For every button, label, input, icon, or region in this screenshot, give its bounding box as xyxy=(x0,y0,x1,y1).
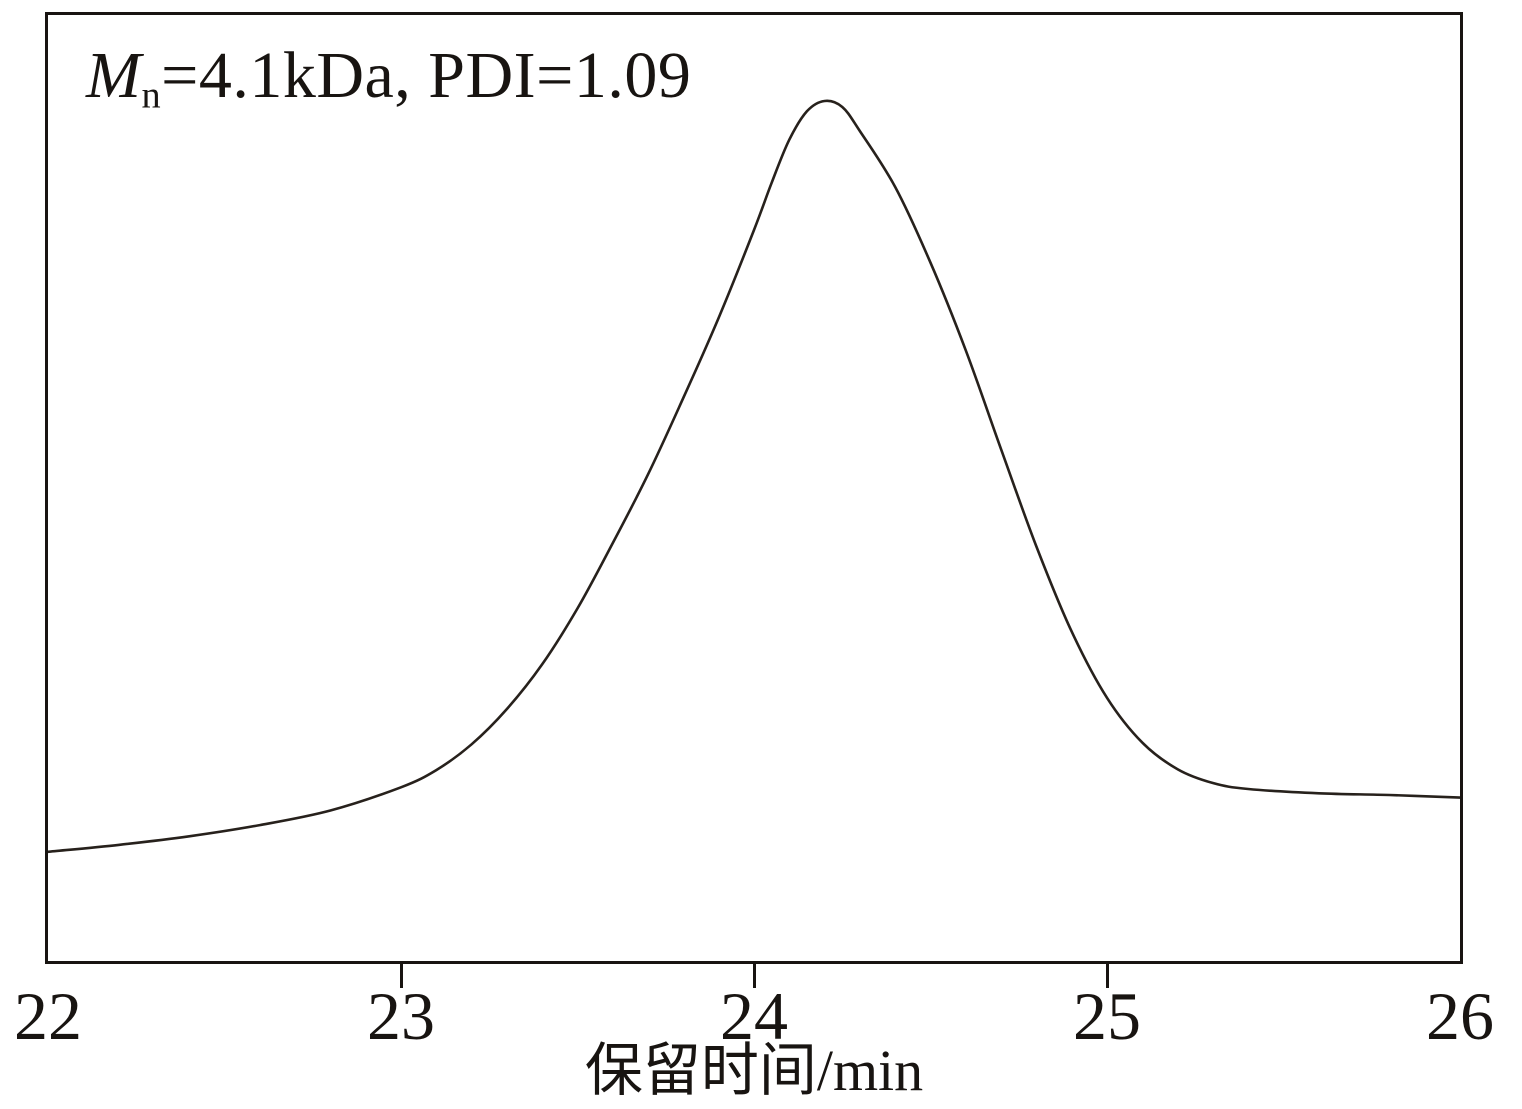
x-axis-label: 保留时间/min xyxy=(584,1038,924,1103)
x-tick-label: 26 xyxy=(1426,978,1494,1054)
annotation-text: Mn=4.1kDa, PDI=1.09 xyxy=(86,38,691,118)
mn-symbol: M xyxy=(86,39,142,112)
plot-area xyxy=(45,12,1463,964)
annotation-values: =4.1kDa, PDI=1.09 xyxy=(161,39,692,112)
mn-subscript: n xyxy=(141,74,162,117)
x-tick-mark xyxy=(752,964,756,988)
x-tick-mark xyxy=(1105,964,1109,988)
x-tick-label: 24 xyxy=(720,978,788,1054)
chromatogram-curve xyxy=(48,99,1460,854)
curve-svg xyxy=(48,99,1460,854)
x-tick-mark xyxy=(399,964,403,988)
x-tick-label: 23 xyxy=(367,978,435,1054)
x-tick-label: 22 xyxy=(14,978,82,1054)
x-tick-label: 25 xyxy=(1073,978,1141,1054)
